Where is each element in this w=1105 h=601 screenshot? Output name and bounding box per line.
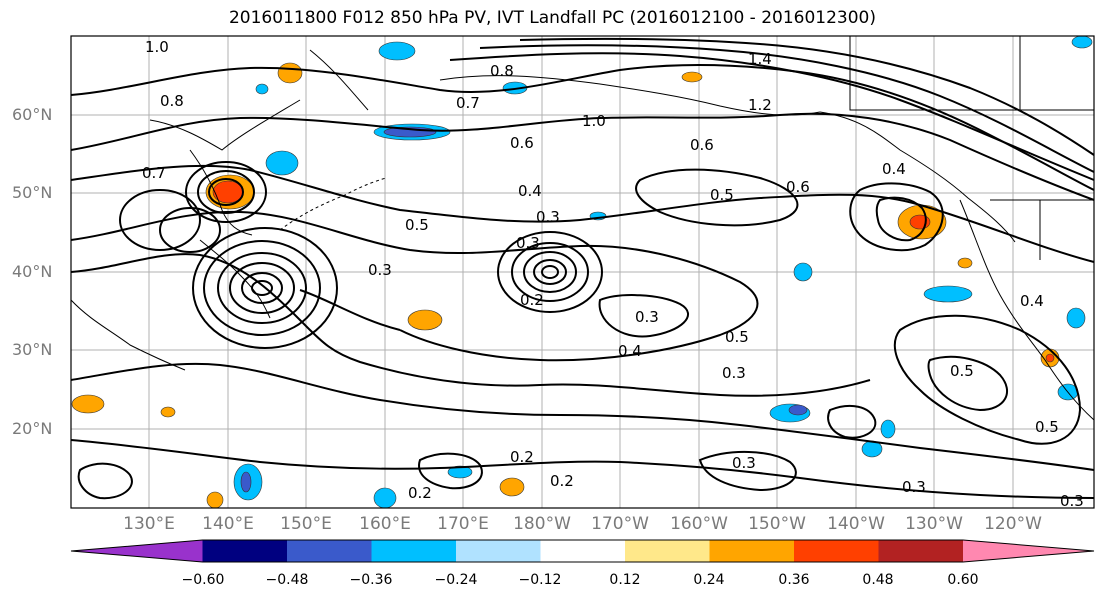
colorbar-segment <box>287 540 372 562</box>
contour-label: 0.5 <box>725 328 749 346</box>
colorbar-tick: −0.24 <box>434 572 478 588</box>
contour-label: 0.4 <box>618 342 642 360</box>
lon-label-120w: 120°W <box>984 514 1042 534</box>
colorbar-segment <box>540 540 626 562</box>
lon-label-130e: 130°E <box>123 514 175 534</box>
lon-label-160w: 160°W <box>670 514 728 534</box>
lon-label-150e: 150°E <box>280 514 332 534</box>
map-title: 2016011800 F012 850 hPa PV, IVT Landfall… <box>228 8 876 28</box>
colorbar-tick: −0.60 <box>181 572 225 588</box>
lat-label-30n: 30°N <box>12 340 53 359</box>
colorbar-segment <box>709 540 795 562</box>
contour-label: 0.3 <box>368 261 392 279</box>
colorbar-extend-high <box>963 540 1094 562</box>
colorbar-tick: −0.48 <box>265 572 309 588</box>
lat-label-40n: 40°N <box>12 262 53 281</box>
contour-label: 0.4 <box>518 182 542 200</box>
contour-label: 0.3 <box>635 308 659 326</box>
lon-label-140e: 140°E <box>202 514 254 534</box>
contour-label: 0.2 <box>510 448 534 466</box>
contour-label: 0.6 <box>510 134 534 152</box>
contour-label: 0.4 <box>1020 292 1044 310</box>
contour-label: 0.3 <box>1060 492 1084 510</box>
colorbar-segment <box>878 540 964 562</box>
contour-label: 0.5 <box>710 186 734 204</box>
contour-label: 0.5 <box>405 216 429 234</box>
colorbar-segment <box>794 540 879 562</box>
contour-label: 0.3 <box>722 364 746 382</box>
lon-label-170w: 170°W <box>591 514 649 534</box>
pv-contours <box>70 37 1095 500</box>
contour-label: 1.0 <box>582 112 606 130</box>
colorbar-tick: 0.48 <box>862 572 894 588</box>
lon-label-180w: 180°W <box>513 514 571 534</box>
colorbar-tick: 0.60 <box>947 572 979 588</box>
map-frame <box>70 35 1095 509</box>
lon-label-160e: 160°E <box>359 514 411 534</box>
lon-label-130w: 130°W <box>905 514 963 534</box>
colorbar-extend-low <box>71 540 203 562</box>
colorbar-tick: 0.24 <box>693 572 725 588</box>
contour-label: 0.3 <box>516 234 540 252</box>
contour-label: 0.5 <box>950 362 974 380</box>
contour-label: 0.3 <box>732 454 756 472</box>
contour-label: 0.3 <box>536 208 560 226</box>
lat-label-50n: 50°N <box>12 183 53 202</box>
contour-label: 0.7 <box>456 94 480 112</box>
contour-label: 0.6 <box>786 178 810 196</box>
contour-label: 0.3 <box>902 478 926 496</box>
coastlines <box>70 36 1095 421</box>
colorbar-tick: 0.12 <box>609 572 641 588</box>
colorbar <box>70 539 1095 563</box>
gridlines <box>71 36 1094 508</box>
colorbar-tick: 0.36 <box>778 572 810 588</box>
colorbar-tick: −0.12 <box>518 572 562 588</box>
pv-maxima <box>119 161 603 349</box>
contour-label: 0.6 <box>690 136 714 154</box>
contour-label: 0.4 <box>882 160 906 178</box>
lat-label-60n: 60°N <box>12 105 53 124</box>
contour-label: 0.5 <box>1035 418 1059 436</box>
contour-label: 0.2 <box>408 484 432 502</box>
lon-label-170e: 170°E <box>437 514 489 534</box>
colorbar-segment <box>371 540 457 562</box>
lat-label-20n: 20°N <box>12 419 53 438</box>
colorbar-outline <box>70 539 1095 563</box>
contour-labels: 1.0 0.8 0.7 0.6 1.4 1.2 1.0 0.8 0.7 0.6 0.5 0.4 0.3 0… <box>142 38 1084 510</box>
lon-label-150w: 150°W <box>748 514 806 534</box>
contour-label: 0.8 <box>160 92 184 110</box>
colorbar-segment <box>202 540 288 562</box>
contour-label: 1.0 <box>145 38 169 56</box>
colorbar-tick: −0.36 <box>349 572 393 588</box>
contour-label: 1.2 <box>748 96 772 114</box>
colorbar-segment <box>456 540 541 562</box>
contour-label: 0.2 <box>520 291 544 309</box>
colorbar-segment <box>625 540 710 562</box>
lon-label-140w: 140°W <box>827 514 885 534</box>
contour-label: 0.7 <box>142 164 166 182</box>
contour-label: 1.4 <box>748 50 772 68</box>
contour-label: 0.8 <box>490 62 514 80</box>
contour-label: 0.2 <box>550 472 574 490</box>
